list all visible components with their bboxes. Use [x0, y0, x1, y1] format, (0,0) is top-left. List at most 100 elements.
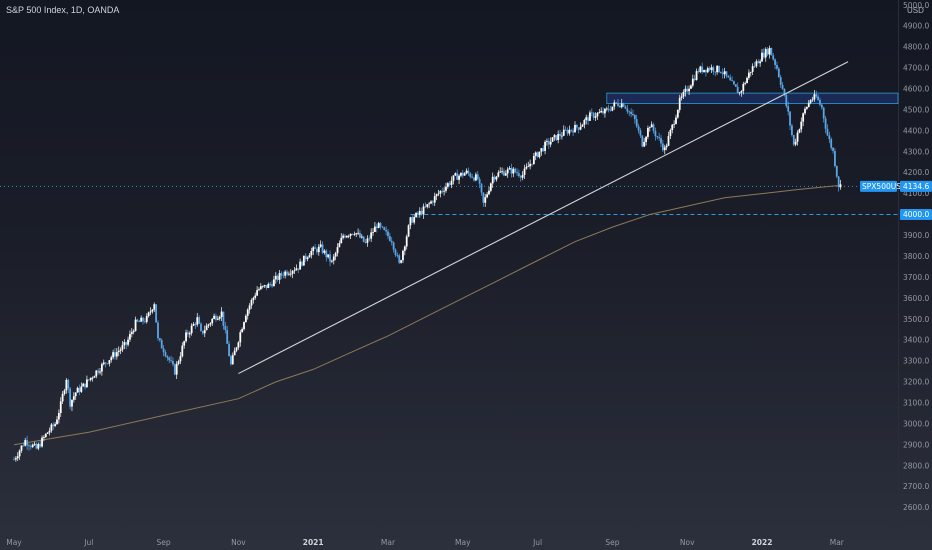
candle-body [628, 111, 631, 113]
candle-body [237, 342, 240, 348]
candle-body [304, 255, 307, 260]
time-tick-label: Nov [231, 538, 246, 547]
candle-body [676, 109, 679, 118]
candle-body [430, 201, 432, 204]
candle-body [271, 284, 273, 287]
candle-body [446, 183, 449, 187]
candle-body [549, 141, 552, 145]
candle-body [426, 204, 429, 207]
candle-body [807, 102, 810, 107]
price-tick-label: 3700.0 [903, 273, 929, 282]
candle-body [437, 193, 440, 195]
symbol-tag[interactable] [860, 180, 897, 192]
candle-body [839, 184, 842, 188]
price-tick-label: 3100.0 [903, 398, 929, 407]
candle-body [484, 197, 487, 203]
candle-body [72, 396, 75, 400]
candle-body [703, 69, 705, 72]
time-tick-label: Sep [605, 538, 619, 547]
candle-body [349, 233, 352, 236]
candle-body [542, 148, 545, 151]
resistance-zone[interactable] [606, 92, 899, 104]
candle-body [213, 315, 215, 319]
candle-body [181, 345, 184, 357]
candle-body [592, 112, 595, 118]
candle-body [144, 321, 146, 323]
candle-body [508, 168, 511, 170]
price-tick-label: 2900.0 [903, 440, 929, 449]
candle-body [114, 352, 116, 357]
candle-body [521, 174, 524, 178]
level-price-tag[interactable] [900, 209, 932, 220]
candle-body [837, 176, 840, 188]
candle-body [13, 459, 15, 461]
candle-body [334, 253, 337, 257]
candle-body [749, 71, 752, 73]
candle-body [495, 176, 498, 180]
candle-body [69, 388, 71, 407]
candle-body [473, 177, 475, 181]
candle-body [734, 84, 737, 87]
last-price-tag[interactable] [900, 180, 932, 192]
candle-body [224, 325, 227, 331]
candle-body [278, 273, 281, 280]
candle-body [256, 290, 258, 296]
candle-body [729, 77, 732, 81]
candle-body [695, 71, 698, 80]
candle-body [56, 419, 58, 425]
candle-body [357, 232, 359, 234]
candle-body [37, 444, 40, 449]
candle-body [370, 232, 373, 239]
candle-body [746, 77, 748, 84]
candle-body [613, 102, 616, 107]
candle-body [383, 227, 386, 231]
time-tick-label: Nov [680, 538, 695, 547]
candle-body [284, 271, 287, 276]
candle-body [777, 68, 780, 78]
candle-body [216, 318, 219, 320]
candle-body [482, 192, 485, 203]
candle-body [718, 65, 720, 73]
candle-body [16, 456, 19, 459]
candle-body [675, 117, 677, 124]
candle-body [686, 88, 689, 92]
candle-body [516, 172, 518, 174]
candle-body [443, 190, 445, 192]
candle-body [228, 343, 230, 357]
candle-body [308, 255, 311, 258]
price-tick-label: 5000.0 [903, 1, 929, 10]
candle-body [59, 401, 62, 413]
candle-body [329, 254, 331, 262]
candle-body [183, 341, 186, 346]
price-axis[interactable] [898, 0, 932, 536]
candle-body [572, 130, 575, 133]
candle-body [633, 115, 636, 120]
candle-body [652, 124, 655, 131]
candle-body [267, 283, 270, 288]
candle-body [291, 271, 294, 274]
candle-body [611, 106, 614, 111]
candle-body [605, 108, 608, 110]
candle-body [87, 379, 90, 381]
candle-body [523, 168, 526, 175]
candle-body [574, 124, 576, 133]
candle-body [231, 355, 234, 365]
candle-body [826, 128, 829, 136]
trendline[interactable] [238, 61, 849, 375]
moving-average-line [13, 184, 842, 446]
candle-body [407, 225, 410, 237]
candle-body [31, 444, 34, 448]
candle-body [28, 445, 30, 447]
candle-body [387, 231, 389, 237]
candle-body [84, 383, 86, 388]
candle-body [748, 72, 750, 78]
candle-body [690, 85, 692, 89]
candle-body [192, 323, 195, 326]
candle-body [145, 316, 148, 322]
candle-body [26, 440, 28, 446]
candle-body [663, 147, 666, 151]
candle-body [115, 352, 118, 357]
candle-body [738, 92, 741, 94]
candle-body [323, 250, 326, 253]
